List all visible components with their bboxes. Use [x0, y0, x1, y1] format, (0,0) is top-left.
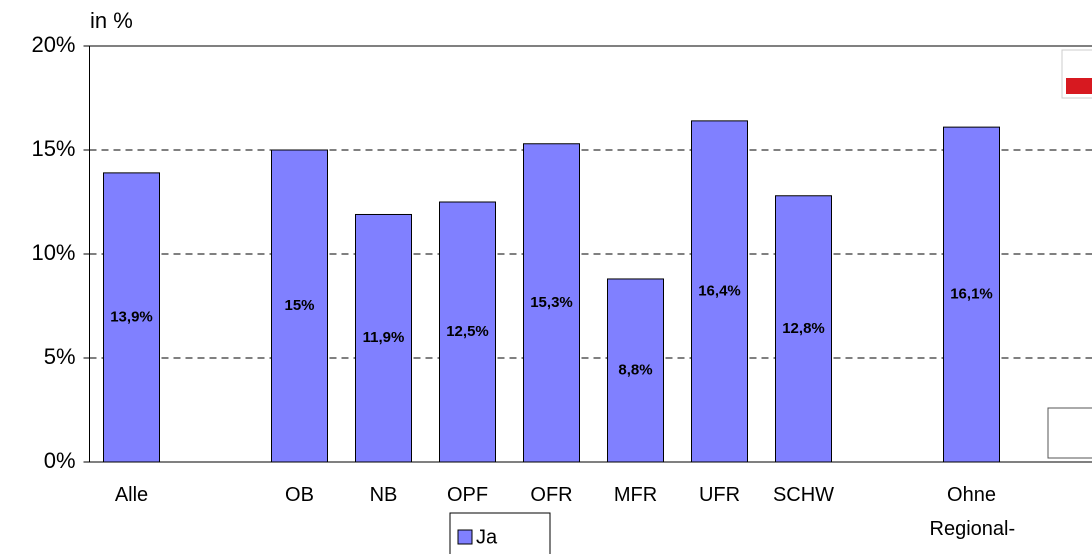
bar: [271, 149, 328, 463]
y-tick-label: 15%: [31, 136, 75, 161]
value-label: 16,4%: [698, 282, 741, 299]
value-label: 12,5%: [446, 323, 489, 340]
x-tick-label: MFR: [613, 484, 658, 506]
x-tick-label: Alle: [114, 484, 149, 506]
legend-swatch: [457, 529, 473, 545]
y-tick-label: 0%: [44, 448, 76, 473]
x-tick-label: SCHW: [772, 484, 835, 506]
x-tick-label: NB: [369, 484, 398, 506]
value-label: 16,1%: [950, 286, 993, 303]
value-label: 12,8%: [782, 320, 825, 337]
logo-red: [1066, 78, 1092, 94]
x-tick-label: OB: [285, 484, 314, 506]
x-tick-label: Ohne Regional-: [929, 484, 1016, 540]
x-tick-label: OFR: [530, 484, 573, 506]
bar: [439, 201, 496, 463]
plot-area: [89, 45, 1092, 463]
value-label: 15,3%: [530, 294, 573, 311]
legend-label: Ja: [476, 526, 498, 548]
value-label: 8,8%: [618, 361, 652, 378]
value-label: 15%: [284, 297, 314, 314]
y-axis-label: in %: [90, 8, 133, 33]
bar: [355, 213, 412, 463]
bar: [943, 126, 1000, 463]
bar: [691, 120, 748, 463]
y-tick-label: 5%: [44, 344, 76, 369]
bar: [775, 195, 832, 463]
bar: [523, 143, 580, 463]
x-tick-label: UFR: [698, 484, 741, 506]
value-label: 11,9%: [363, 329, 405, 346]
y-tick-label: 10%: [31, 240, 75, 265]
y-tick-label: 20%: [31, 32, 75, 57]
logo: [1047, 407, 1092, 459]
value-label: 13,9%: [110, 308, 153, 325]
bar: [607, 278, 664, 463]
bar: [103, 172, 160, 463]
x-tick-label: OPF: [446, 484, 489, 506]
